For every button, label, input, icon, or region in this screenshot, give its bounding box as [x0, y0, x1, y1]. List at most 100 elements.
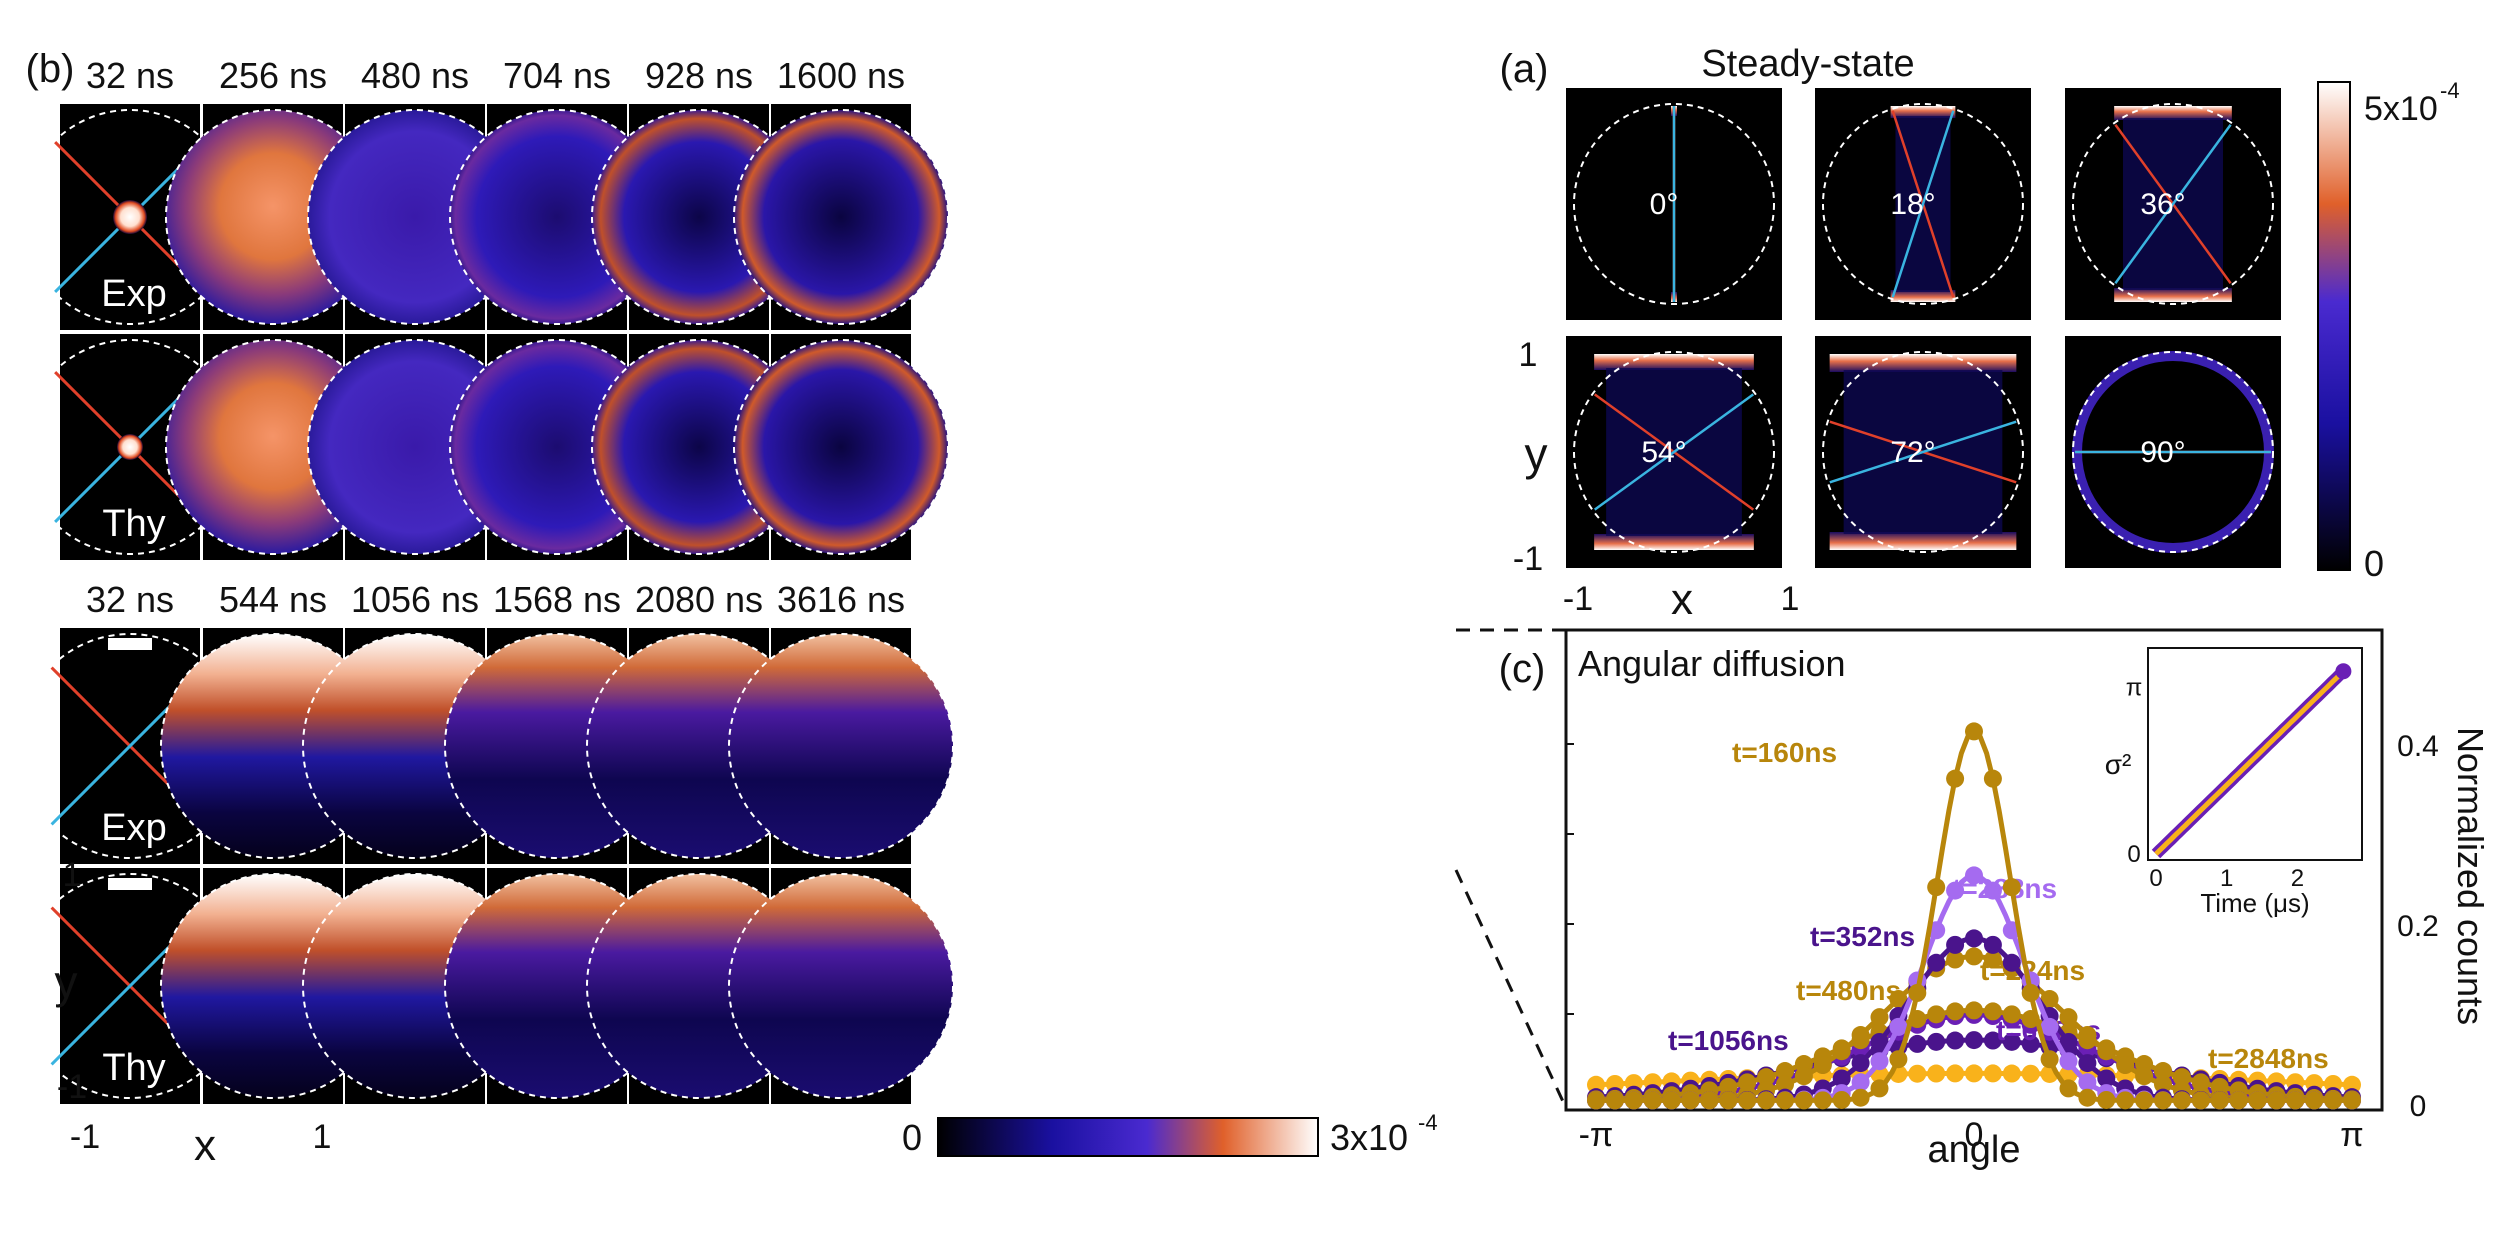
series-point: [1870, 1079, 1889, 1098]
series-point: [1870, 1052, 1889, 1071]
colorbar-b-exponent: -4: [1418, 1110, 1438, 1135]
series-point: [2267, 1091, 2286, 1110]
series-point: [2172, 1091, 2191, 1110]
series-point: [2078, 1054, 2097, 1073]
boundary-circle: [733, 109, 949, 325]
series-point: [2305, 1091, 2324, 1110]
y-tick-min: -1: [1513, 540, 1543, 578]
colorbar-b: [937, 1117, 1319, 1157]
time-label: 928 ns: [645, 55, 753, 96]
density-disk: [734, 340, 948, 554]
series-point: [1983, 1064, 2002, 1083]
x-axis-label: angle: [1928, 1129, 2021, 1171]
x-tick-max: 1: [1781, 580, 1800, 618]
steady-state-cell: 18°: [1815, 88, 2031, 320]
y-tick-label: 0: [2410, 1090, 2427, 1123]
time-label: 3616 ns: [777, 579, 905, 620]
series-point: [2191, 1091, 2210, 1110]
series-point: [1851, 1054, 1870, 1073]
series-point: [1965, 929, 1983, 948]
boundary-circle: [1573, 351, 1775, 553]
series-label: t=2848ns: [2208, 1043, 2329, 1074]
series-point: [1719, 1091, 1738, 1110]
series-point: [1587, 1091, 1605, 1110]
x-tick-max: 1: [313, 1118, 332, 1156]
steady-state-cell: 54°: [1566, 336, 1782, 568]
series-point: [1983, 935, 2002, 954]
series-point: [2135, 1091, 2154, 1110]
y-axis-label: Normalized counts: [2450, 727, 2491, 1025]
series-label: t=160ns: [1732, 737, 1837, 768]
series-point: [2059, 1032, 2078, 1051]
series-point: [1681, 1091, 1700, 1110]
series-point: [2343, 1075, 2361, 1094]
series-point: [1851, 1026, 1870, 1045]
top-band: [1890, 106, 1956, 118]
series-point: [1965, 1031, 1983, 1050]
series-point: [1851, 1088, 1870, 1107]
initial-spot: [113, 200, 147, 234]
series-point: [2154, 1062, 2172, 1081]
panel-b: (b) 32 ns 256 ns 480 ns 704 ns 928 ns 1600 ns E…: [17, 47, 1438, 1170]
boundary-circle: [728, 633, 954, 859]
series-point: [2002, 953, 2021, 972]
series-point: [1889, 990, 1908, 1009]
time-label: 2080 ns: [635, 579, 763, 620]
series-point: [2097, 1042, 2116, 1061]
series-point: [2059, 1052, 2078, 1071]
series-point: [1983, 769, 2002, 788]
series-point: [1965, 947, 1983, 966]
heatmap-cell: [733, 104, 949, 330]
time-label: 1056 ns: [351, 579, 479, 620]
series-point: [1587, 1075, 1605, 1094]
series-point: [2078, 1073, 2097, 1092]
angle-label: 18°: [1890, 188, 1935, 221]
blue-line: [1891, 110, 1955, 298]
panel-a-label: (a): [1500, 47, 1549, 91]
series-point: [1870, 1008, 1889, 1027]
heatmap-cell: [728, 868, 954, 1104]
series-point: [1624, 1091, 1643, 1110]
series-point: [2154, 1075, 2172, 1094]
panel-a: (a) Steady-state 0° 18° 36° 54° 72° 90° 1 y -1 -1 x 1…: [1500, 43, 2460, 624]
series-point: [2343, 1091, 2361, 1110]
series-point: [2097, 1090, 2116, 1109]
series-point: [1757, 1068, 1776, 1087]
y-tick-label: 0.2: [2397, 910, 2439, 943]
series-point: [1776, 1062, 1794, 1081]
boundary-circle: [733, 339, 949, 555]
series-point: [1794, 1067, 1813, 1086]
series-label: t=1056ns: [1668, 1025, 1789, 1056]
plot-frame: [1564, 628, 2384, 1112]
inset-y-tick: π: [2126, 675, 2143, 702]
series-point: [2078, 1026, 2097, 1045]
blue-line: [2114, 123, 2232, 285]
chart-title: Angular diffusion: [1578, 643, 1846, 684]
time-label: 704 ns: [503, 55, 611, 96]
series-point: [1889, 1017, 1908, 1036]
zoom-connector-bottom: [1454, 869, 1568, 1109]
series-label: t=480ns: [1796, 975, 1901, 1006]
series-point: [2078, 1088, 2097, 1107]
top-band: [2114, 106, 2232, 120]
series-point: [2021, 1034, 2040, 1053]
steady-state-cell: 36°: [2065, 88, 2281, 320]
y-tick-min: -1: [57, 1068, 87, 1106]
bottom-band: [1594, 534, 1754, 550]
series-point: [2172, 1068, 2191, 1087]
series-point: [1851, 1073, 1870, 1092]
density-disk: [729, 634, 953, 858]
colorbar-a-exponent: -4: [2440, 78, 2460, 103]
steady-state-cell: 90°: [2065, 336, 2281, 568]
series-point: [2286, 1091, 2305, 1110]
series-point: [2021, 1064, 2040, 1083]
y-axis-label: y: [55, 956, 78, 1008]
series-point: [1813, 1091, 1832, 1110]
y-tick-max: 1: [63, 856, 82, 894]
time-label: 1568 ns: [493, 579, 621, 620]
series-point: [1605, 1091, 1624, 1110]
blue-line: [1593, 393, 1755, 511]
series-point: [2002, 878, 2021, 897]
x-axis-label: x: [194, 1121, 216, 1170]
